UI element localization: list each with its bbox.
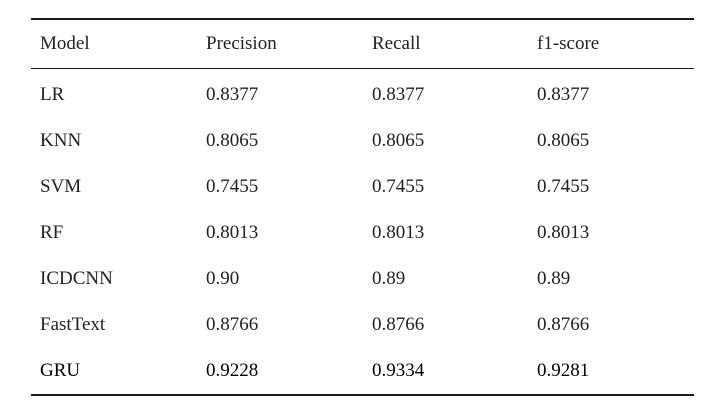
model-cell: GRU <box>40 360 81 381</box>
precision-cell: 0.8065 <box>206 130 259 151</box>
recall-cell: 0.8377 <box>372 84 425 105</box>
model-cell: FastText <box>40 314 106 335</box>
f1-cell: 0.8377 <box>537 84 590 105</box>
f1-cell: 0.7455 <box>537 176 590 197</box>
header-recall: Recall <box>372 33 421 54</box>
model-cell: SVM <box>40 176 82 197</box>
precision-cell: 0.8377 <box>206 84 259 105</box>
recall-cell: 0.8013 <box>372 222 425 243</box>
recall-cell: 0.8766 <box>372 314 425 335</box>
f1-cell: 0.9281 <box>537 360 590 381</box>
f1-cell: 0.8065 <box>537 130 590 151</box>
header-f1-score: f1-score <box>537 33 600 54</box>
recall-cell: 0.89 <box>372 268 406 289</box>
top-rule <box>31 18 694 20</box>
f1-cell: 0.89 <box>537 268 571 289</box>
recall-cell: 0.9334 <box>372 360 425 381</box>
table-row: ICDCNN 0.90 0.89 0.89 <box>31 256 694 302</box>
model-cell: RF <box>40 222 64 243</box>
precision-cell: 0.8766 <box>206 314 259 335</box>
precision-cell: 0.8013 <box>206 222 259 243</box>
table-row: FastText 0.8766 0.8766 0.8766 <box>31 302 694 348</box>
results-table: Model Precision Recall f1-score LR 0.837… <box>31 18 694 396</box>
model-cell: KNN <box>40 130 82 151</box>
recall-cell: 0.8065 <box>372 130 425 151</box>
model-cell: ICDCNN <box>40 268 113 289</box>
f1-cell: 0.8013 <box>537 222 590 243</box>
precision-cell: 0.9228 <box>206 360 259 381</box>
bottom-rule <box>31 394 694 396</box>
header-model: Model <box>40 33 90 54</box>
model-cell: LR <box>40 84 65 105</box>
header-precision: Precision <box>206 33 277 54</box>
recall-cell: 0.7455 <box>372 176 425 197</box>
table-row: RF 0.8013 0.8013 0.8013 <box>31 210 694 256</box>
table-row: KNN 0.8065 0.8065 0.8065 <box>31 118 694 164</box>
precision-cell: 0.7455 <box>206 176 259 197</box>
table-header-row: Model Precision Recall f1-score <box>31 20 694 68</box>
table-row: GRU 0.9228 0.9334 0.9281 <box>31 348 694 394</box>
header-rule <box>31 68 694 69</box>
f1-cell: 0.8766 <box>537 314 590 335</box>
table-row: LR 0.8377 0.8377 0.8377 <box>31 72 694 118</box>
precision-cell: 0.90 <box>206 268 240 289</box>
table-row: SVM 0.7455 0.7455 0.7455 <box>31 164 694 210</box>
